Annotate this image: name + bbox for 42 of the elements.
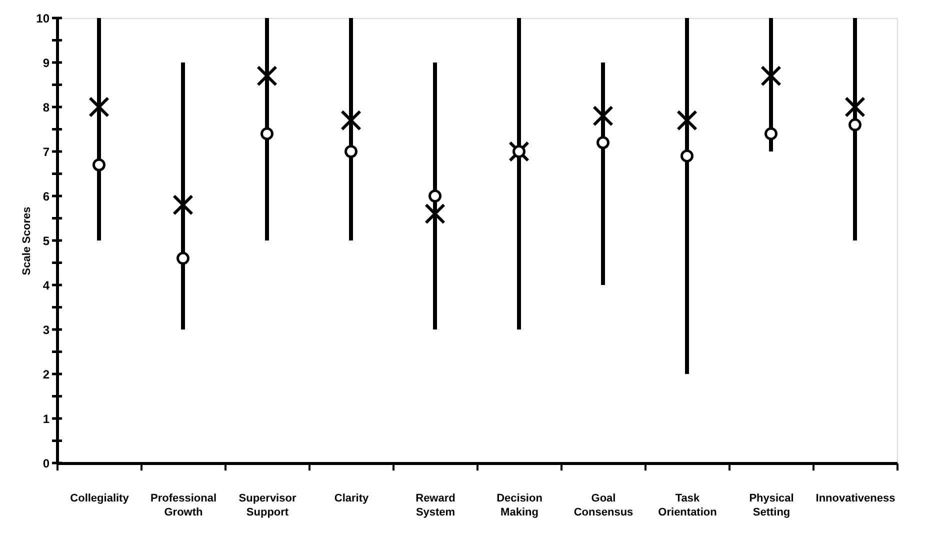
y-tick-label: 6 bbox=[42, 190, 50, 204]
y-tick-label: 3 bbox=[42, 323, 50, 337]
y-tick-label: 8 bbox=[42, 100, 50, 114]
x-tick-label: Innovativeness bbox=[816, 492, 896, 504]
y-tick-label: 2 bbox=[42, 368, 50, 382]
x-tick-label: Professional Growth bbox=[150, 492, 217, 518]
y-tick-label: 4 bbox=[42, 278, 50, 292]
y-tick-label: 1 bbox=[42, 412, 50, 426]
y-tick-label: 0 bbox=[42, 456, 50, 470]
point bbox=[512, 145, 526, 158]
y-tick-label: 10 bbox=[36, 12, 50, 26]
point bbox=[172, 194, 194, 216]
y-tick-label: 9 bbox=[42, 56, 50, 70]
point bbox=[92, 158, 106, 172]
x-tick-label: Clarity bbox=[334, 492, 370, 504]
point bbox=[424, 203, 446, 224]
point bbox=[256, 65, 278, 86]
x-tick-label: Decision Making bbox=[496, 492, 543, 518]
y-tick-label: 7 bbox=[42, 145, 50, 159]
point bbox=[344, 145, 358, 158]
x-tick-label: Collegiality bbox=[70, 492, 130, 504]
point bbox=[88, 96, 110, 118]
point bbox=[508, 141, 530, 162]
point bbox=[260, 127, 274, 140]
point bbox=[596, 136, 610, 150]
x-tick-label: Reward System bbox=[416, 492, 456, 518]
point bbox=[680, 149, 694, 162]
point bbox=[764, 127, 778, 140]
y-axis-title: Scale Scores bbox=[21, 206, 34, 276]
x-tick-label: Task Orientation bbox=[658, 492, 718, 518]
point bbox=[848, 118, 862, 132]
point bbox=[592, 105, 614, 126]
point bbox=[844, 96, 866, 118]
x-tick-label: Physical Setting bbox=[749, 492, 794, 518]
point bbox=[428, 190, 442, 202]
y-tick-label: 5 bbox=[42, 234, 50, 248]
point bbox=[340, 110, 362, 131]
x-tick-label: Goal Consensus bbox=[574, 492, 634, 518]
x-tick-label: Supervisor Support bbox=[238, 492, 297, 518]
point bbox=[176, 252, 190, 265]
point bbox=[676, 110, 698, 131]
point bbox=[760, 65, 782, 86]
